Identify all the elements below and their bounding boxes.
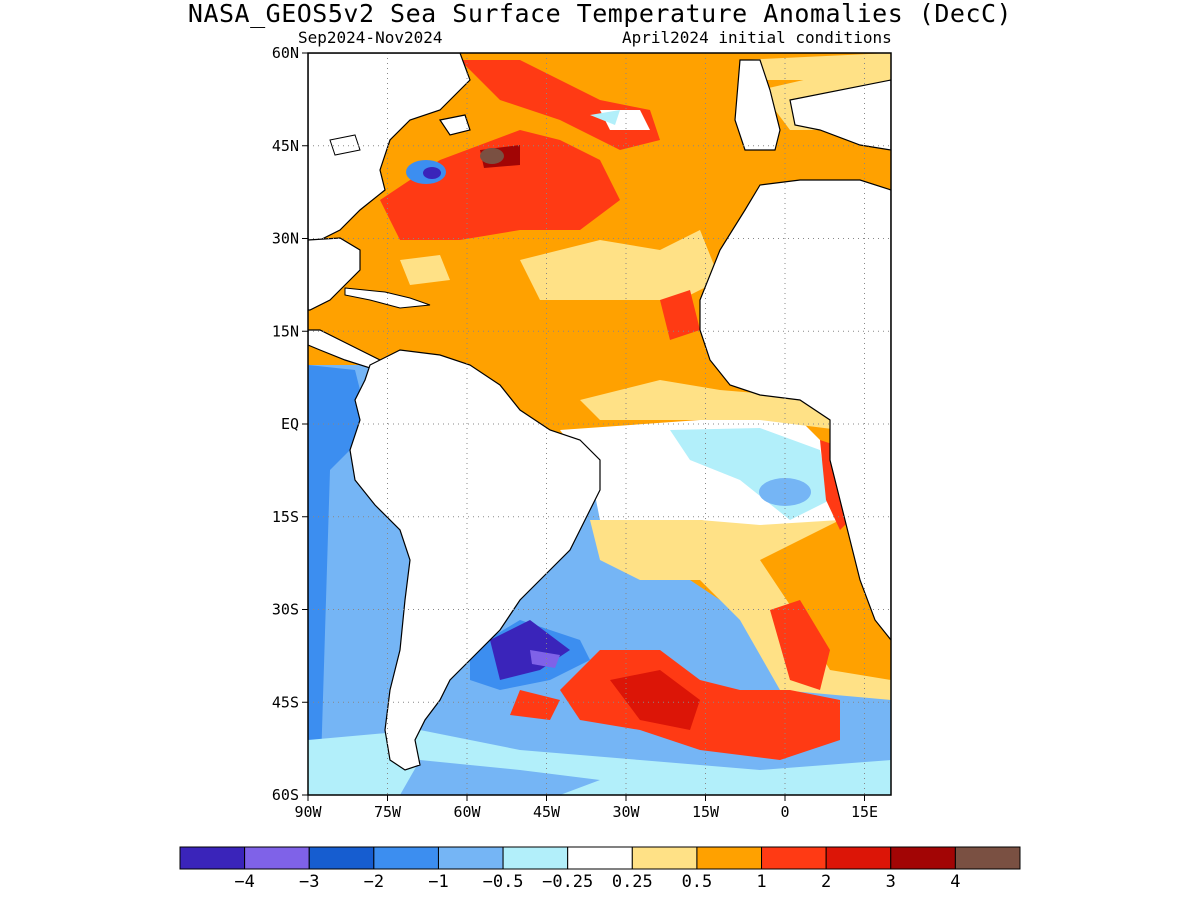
colorbar-swatch	[567, 846, 633, 870]
lon-tick-label: 45W	[533, 803, 561, 821]
colorbar-swatch	[890, 846, 956, 870]
colorbar-label: −1	[428, 872, 448, 892]
colorbar-swatch	[825, 846, 892, 870]
lon-tick-label: 60W	[453, 803, 481, 821]
lon-tick-label: 0	[780, 803, 789, 821]
colorbar-label: 0.25	[612, 872, 653, 892]
colorbar-label: 4	[950, 872, 960, 892]
initial-conditions-subtitle: April2024 initial conditions	[622, 28, 892, 47]
colorbar-label: 3	[886, 872, 896, 892]
lat-tick-label: 60S	[272, 786, 299, 804]
colorbar-label: −0.5	[483, 872, 524, 892]
colorbar-label: 1	[756, 872, 766, 892]
colorbar-label: −4	[234, 872, 254, 892]
season-subtitle: Sep2024-Nov2024	[298, 28, 443, 47]
lon-tick-label: 90W	[294, 803, 322, 821]
colorbar-swatch	[179, 846, 246, 870]
colorbar-swatch	[244, 846, 310, 870]
colorbar-swatch	[308, 846, 375, 870]
lon-tick-label: 15W	[692, 803, 720, 821]
lon-tick-label: 15E	[851, 803, 878, 821]
colorbar: −4 −3 −2 −1 −0.5 −0.25 0.25 0.5 1 2 3 4	[179, 846, 1021, 892]
lat-tick-label: 30S	[272, 601, 299, 619]
colorbar-swatch	[373, 846, 439, 870]
colorbar-swatch	[696, 846, 763, 870]
colorbar-label: 0.5	[682, 872, 713, 892]
colorbar-swatch	[502, 846, 569, 870]
lat-tick-label: 45S	[272, 693, 299, 711]
lon-tick-label: 30W	[612, 803, 640, 821]
land-masses	[308, 53, 891, 771]
colorbar-swatch	[954, 846, 1021, 870]
colorbar-label: −2	[364, 872, 384, 892]
colorbar-label: 2	[821, 872, 831, 892]
chart-title: NASA_GEOS5v2 Sea Surface Temperature Ano…	[187, 0, 1013, 28]
colorbar-swatch	[761, 846, 827, 870]
lat-tick-label: 30N	[272, 230, 299, 248]
lat-tick-label: 60N	[272, 44, 299, 62]
lat-tick-label: 15N	[272, 322, 299, 340]
lat-tick-label: EQ	[281, 415, 299, 433]
lat-tick-label: 15S	[272, 508, 299, 526]
lat-tick-label: 45N	[272, 137, 299, 155]
lon-tick-label: 75W	[374, 803, 402, 821]
colorbar-label: −0.25	[542, 872, 593, 892]
colorbar-swatch	[437, 846, 504, 870]
colorbar-swatch	[631, 846, 698, 870]
colorbar-label: −3	[299, 872, 319, 892]
axis-ticks: 90W 75W 60W 45W 30W 15W 0 15E 60N 45N 30N 15N EQ 15S 3…	[272, 44, 878, 821]
